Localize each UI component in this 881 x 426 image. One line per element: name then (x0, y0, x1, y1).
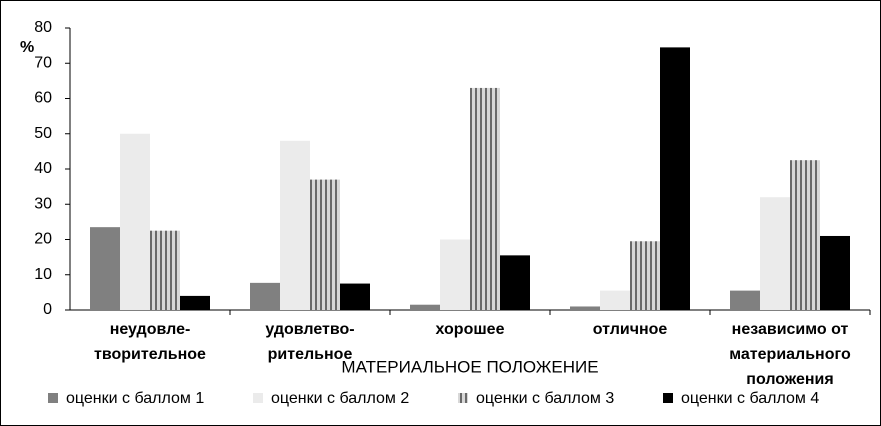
y-tick-label: 20 (34, 231, 52, 248)
legend-label: оценки с баллом 2 (271, 390, 409, 407)
bar (340, 283, 370, 310)
bar (630, 241, 660, 310)
bar (280, 140, 310, 310)
bar (440, 239, 470, 310)
legend-swatch (663, 393, 673, 403)
y-tick-label: 10 (34, 266, 52, 283)
bar (760, 197, 790, 310)
bar (660, 47, 690, 310)
legend-swatch (253, 393, 263, 403)
y-tick-label: 50 (34, 125, 52, 142)
x-tick-label: независимо от материального положения (729, 321, 851, 388)
bar (470, 87, 500, 310)
y-tick-label: 80 (34, 19, 52, 36)
y-tick-label: 40 (34, 160, 52, 177)
bar (120, 133, 150, 310)
bar (600, 290, 630, 310)
bar (820, 235, 850, 310)
bar (250, 282, 280, 310)
bar (790, 160, 820, 310)
legend-swatch (48, 393, 58, 403)
y-tick-label: 70 (34, 54, 52, 71)
y-tick-label: 0 (43, 301, 52, 318)
legend-label: оценки с баллом 1 (66, 390, 204, 407)
legend-label: оценки с баллом 4 (681, 390, 819, 407)
legend-swatch (458, 393, 468, 403)
y-tick-label: 60 (34, 90, 52, 107)
x-axis-title: МАТЕРИАЛЬНОЕ ПОЛОЖЕНИЕ (341, 357, 598, 376)
y-axis-label: % (20, 39, 34, 56)
bar (90, 227, 120, 310)
bar (500, 255, 530, 310)
x-tick-label: отличное (593, 321, 668, 338)
bar (310, 179, 340, 310)
bar (570, 306, 600, 310)
y-tick-label: 30 (34, 195, 52, 212)
x-tick-label: удовлетво-рительное (265, 321, 354, 363)
legend-label: оценки с баллом 3 (476, 390, 614, 407)
x-tick-label: неудовле-творительное (94, 321, 206, 363)
bar (410, 304, 440, 310)
x-tick-label: хорошее (436, 321, 505, 338)
bar (150, 230, 180, 310)
bar (730, 290, 760, 310)
bar (180, 295, 210, 310)
